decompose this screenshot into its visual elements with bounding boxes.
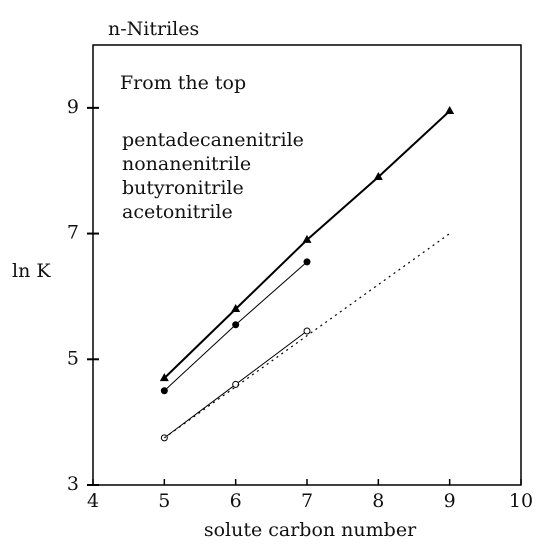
- marker: [159, 373, 169, 382]
- x-tick-label: 10: [509, 490, 533, 512]
- marker: [232, 380, 240, 388]
- x-tick-label: 9: [444, 490, 456, 512]
- x-tick-label: 5: [158, 490, 170, 512]
- marker: [373, 172, 383, 180]
- marker: [303, 258, 311, 266]
- series-line: [163, 233, 451, 439]
- marker: [231, 304, 241, 312]
- y-axis-label: ln K: [12, 260, 51, 282]
- legend-entry: pentadecanenitrile: [122, 129, 304, 151]
- x-tick-label: 6: [230, 490, 242, 512]
- x-tick-label: 4: [87, 490, 99, 512]
- legend-entry: acetonitrile: [122, 201, 233, 223]
- y-tick-label: 5: [67, 347, 79, 369]
- x-tick-label: 7: [301, 490, 313, 512]
- y-tick-label: 7: [67, 222, 79, 244]
- legend-title: From the top: [120, 72, 246, 94]
- y-tick-label: 9: [67, 96, 79, 118]
- legend-entry: butyronitrile: [122, 177, 244, 199]
- x-axis-label: solute carbon number: [204, 519, 417, 541]
- marker: [232, 321, 240, 329]
- y-tick-label: 3: [67, 473, 79, 495]
- marker: [160, 387, 168, 395]
- marker: [303, 327, 311, 335]
- series-line: [163, 110, 451, 379]
- legend-entry: nonanenitrile: [122, 153, 251, 175]
- marker: [302, 234, 312, 243]
- marker: [445, 106, 455, 114]
- chart-title: n-Nitriles: [108, 18, 199, 40]
- x-tick-label: 8: [372, 490, 384, 512]
